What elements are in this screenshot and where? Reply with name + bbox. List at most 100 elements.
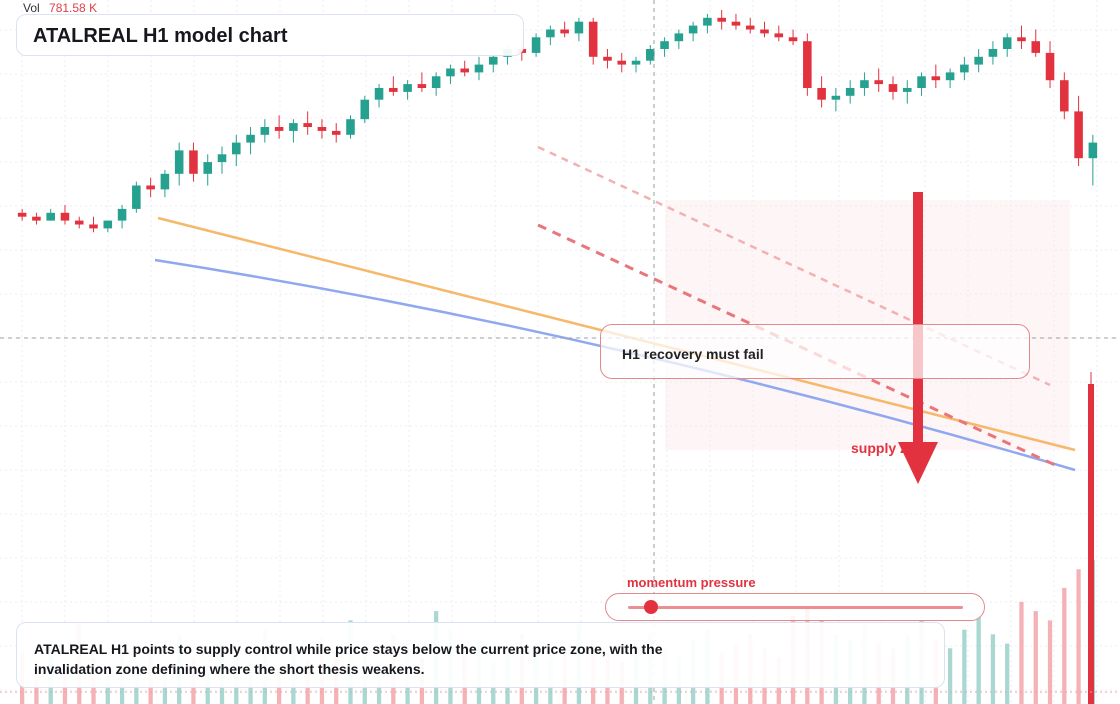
candle-up <box>46 212 55 221</box>
bearish-arrow <box>898 192 938 484</box>
candle-up <box>860 80 869 88</box>
candle-down <box>1017 37 1026 42</box>
candle-down <box>460 68 469 73</box>
candle-down <box>560 29 569 34</box>
candle-up <box>988 49 998 57</box>
candle-up <box>374 88 384 100</box>
candle-up <box>260 127 270 135</box>
volume-readout: Vol 781.58 K <box>23 1 97 15</box>
candle-up <box>974 56 983 65</box>
momentum-label: momentum pressure <box>627 575 756 590</box>
arrow-head <box>898 442 938 484</box>
candle-down <box>74 220 84 225</box>
candle-down <box>588 21 598 57</box>
candle-up <box>1002 37 1012 49</box>
candle-down <box>1060 80 1069 112</box>
volume-bar <box>1047 620 1053 704</box>
candle-up <box>831 95 841 100</box>
candle-up <box>488 56 498 65</box>
candle-up <box>574 21 584 34</box>
candle-up <box>346 119 355 135</box>
recovery-callout-text: H1 recovery must fail <box>622 346 764 362</box>
candlestick-series <box>17 10 1098 233</box>
recovery-callout: H1 recovery must fail <box>600 324 1030 379</box>
candle-down <box>389 88 398 92</box>
volume-bar <box>1062 587 1067 704</box>
candle-up <box>289 123 298 131</box>
summary-text: ATALREAL H1 points to supply control whi… <box>34 641 663 677</box>
candle-up <box>246 134 255 143</box>
candle-down <box>303 123 312 127</box>
momentum-rail <box>628 606 963 609</box>
summary-box: ATALREAL H1 points to supply control whi… <box>16 622 945 688</box>
volume-bar <box>990 634 996 704</box>
candle-up <box>688 25 698 34</box>
candle-up <box>902 88 912 92</box>
candle-up <box>360 99 370 120</box>
candle-down <box>817 88 826 100</box>
candle-down <box>146 185 155 190</box>
candle-down <box>803 41 812 88</box>
candle-up <box>160 173 170 190</box>
candle-up <box>660 41 669 49</box>
candle-down <box>1045 52 1055 81</box>
volume-bar <box>976 615 981 704</box>
candle-up <box>917 76 926 88</box>
candle-up <box>646 49 655 61</box>
candle-down <box>774 33 784 38</box>
candle-up <box>531 37 541 53</box>
candle-down <box>617 60 627 65</box>
candle-up <box>446 68 455 77</box>
candle-down <box>760 29 769 34</box>
candle-up <box>631 60 641 65</box>
candle-up <box>174 150 184 174</box>
candle-down <box>274 127 284 131</box>
candle-down <box>603 56 612 61</box>
tail-candle-body <box>1088 384 1094 704</box>
candle-up <box>117 208 127 221</box>
momentum-slider[interactable] <box>605 593 985 621</box>
candle-down <box>731 21 741 26</box>
candle-up <box>546 29 555 38</box>
candle-down <box>32 216 41 221</box>
volume-bar <box>1005 643 1010 704</box>
candle-up <box>845 88 855 96</box>
candle-down <box>717 17 726 22</box>
candle-up <box>960 64 969 73</box>
candle-up <box>431 76 441 88</box>
candle-up <box>945 72 955 81</box>
candle-down <box>1031 41 1041 53</box>
volume-bar <box>1033 611 1038 704</box>
supply-zone-label: supply zone <box>851 440 932 456</box>
volume-value: 781.58 K <box>49 1 98 15</box>
candle-down <box>931 76 941 81</box>
candle-down <box>417 84 427 88</box>
candle-up <box>474 64 484 73</box>
chart-title-box: ATALREAL H1 model chart <box>16 14 524 56</box>
candle-up <box>103 220 113 229</box>
candle-up <box>1088 142 1098 159</box>
momentum-knob[interactable] <box>644 600 659 614</box>
candle-down <box>888 84 898 92</box>
candle-down <box>788 37 798 42</box>
candle-up <box>132 185 141 209</box>
volume-bar <box>105 676 110 704</box>
candle-down <box>745 25 755 30</box>
candle-up <box>232 142 241 155</box>
chart-title: ATALREAL H1 model chart <box>33 25 288 47</box>
candle-down <box>331 130 341 135</box>
volume-bar <box>962 629 967 704</box>
candle-up <box>703 17 712 26</box>
volume-bar <box>1019 601 1024 704</box>
candle-down <box>874 80 883 85</box>
candle-down <box>60 212 70 221</box>
candle-up <box>217 154 227 163</box>
volume-bar <box>1076 569 1081 704</box>
candle-up <box>403 84 412 92</box>
arrow-shaft <box>913 192 923 444</box>
volume-label: Vol <box>23 1 40 15</box>
candle-down <box>17 212 27 217</box>
candle-down <box>1074 111 1083 159</box>
candle-down <box>189 150 198 174</box>
candle-up <box>674 33 684 42</box>
